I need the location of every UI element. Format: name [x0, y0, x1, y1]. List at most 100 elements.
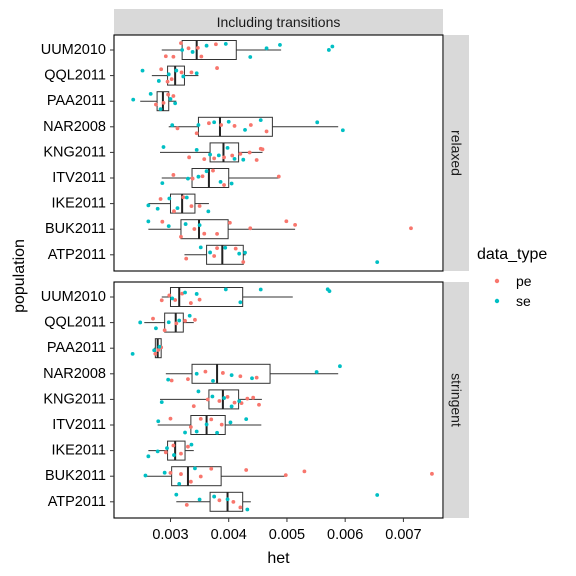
point-pe: [283, 473, 288, 478]
point-pe: [179, 234, 183, 239]
point-pe: [194, 131, 199, 136]
boxplot-BUK2011: [148, 219, 296, 240]
row-strip-relaxed: [444, 35, 469, 271]
point-se: [248, 55, 253, 59]
point-pe: [244, 468, 249, 472]
y-tick-label: KNG2011: [43, 144, 106, 160]
point-pe: [158, 197, 163, 201]
point-pe: [284, 219, 289, 224]
point-pe: [183, 318, 187, 323]
point-pe: [238, 505, 243, 510]
point-pe: [188, 425, 193, 429]
point-pe: [207, 121, 211, 126]
point-se: [165, 446, 169, 451]
point-se: [212, 120, 217, 125]
point-se: [181, 74, 186, 79]
y-tick-label: QQL2011: [44, 68, 106, 84]
point-se: [138, 320, 143, 325]
point-pe: [233, 246, 238, 251]
point-pe: [222, 155, 226, 160]
point-se: [238, 300, 243, 305]
point-se: [155, 206, 160, 211]
point-pe: [154, 102, 158, 107]
point-se: [196, 123, 201, 127]
x-tick-label: 0.007: [385, 527, 421, 543]
point-se: [223, 287, 228, 292]
point-se: [204, 169, 209, 174]
point-pe: [171, 173, 176, 177]
point-se: [229, 181, 234, 186]
point-pe: [188, 479, 193, 484]
box: [209, 491, 244, 512]
point-pe: [180, 291, 185, 296]
point-se: [245, 507, 250, 512]
point-se: [146, 203, 151, 208]
point-pe: [409, 226, 413, 231]
point-se: [250, 376, 254, 381]
point-pe: [231, 499, 236, 504]
legend-key-se: [494, 298, 500, 304]
point-se: [162, 470, 167, 475]
point-pe: [203, 369, 208, 374]
point-se: [170, 296, 175, 301]
point-se: [193, 466, 197, 471]
point-pe: [215, 66, 219, 70]
point-pe: [169, 77, 174, 82]
boxplot-ATP2011: [176, 491, 251, 512]
y-tick-label: ITV2011: [52, 417, 106, 433]
point-se: [264, 46, 269, 51]
point-pe: [260, 147, 265, 152]
point-pe: [251, 395, 256, 400]
point-se: [152, 348, 157, 353]
point-se: [130, 352, 135, 356]
point-se: [278, 43, 282, 47]
box: [180, 219, 229, 240]
point-pe: [193, 317, 197, 322]
point-pe: [172, 209, 176, 214]
point-se: [187, 313, 192, 318]
point-pe: [174, 321, 179, 326]
y-tick-label: IKE2011: [51, 443, 106, 459]
point-pe: [161, 100, 166, 105]
x-tick-label: 0.004: [211, 527, 247, 543]
point-pe: [215, 231, 219, 236]
point-pe: [175, 126, 180, 131]
point-se: [166, 224, 171, 228]
y-tick-label: UUM2010: [41, 289, 106, 305]
point-pe: [209, 466, 214, 471]
point-pe: [219, 422, 224, 427]
point-se: [229, 373, 234, 378]
point-se: [198, 245, 203, 250]
point-pe: [238, 374, 243, 379]
point-se: [131, 97, 136, 102]
point-se: [197, 223, 202, 228]
panel-stringent: stringent: [113, 281, 469, 519]
point-se: [210, 394, 215, 399]
point-se: [241, 157, 246, 162]
y-tick-label: QQL2011: [44, 315, 106, 331]
point-se: [326, 48, 331, 52]
point-pe: [169, 378, 174, 383]
x-axis-title: het: [267, 550, 290, 567]
row-strip-label-stringent: stringent: [449, 373, 465, 427]
point-se: [258, 287, 263, 292]
point-se: [161, 145, 166, 149]
point-pe: [238, 151, 243, 156]
point-pe: [168, 471, 173, 475]
y-tick-label: KNG2011: [43, 391, 106, 407]
point-se: [225, 497, 230, 502]
point-pe: [162, 328, 167, 333]
panel-background: [113, 281, 444, 519]
point-se: [154, 326, 158, 331]
point-se: [140, 68, 145, 73]
point-se: [194, 71, 199, 76]
point-se: [215, 430, 219, 435]
point-se: [174, 68, 179, 73]
legend-key-pe: [494, 278, 500, 284]
box: [191, 363, 271, 384]
point-pe: [179, 70, 184, 75]
box: [169, 287, 244, 307]
point-se: [186, 176, 190, 181]
point-pe: [186, 377, 190, 382]
point-pe: [163, 54, 168, 59]
